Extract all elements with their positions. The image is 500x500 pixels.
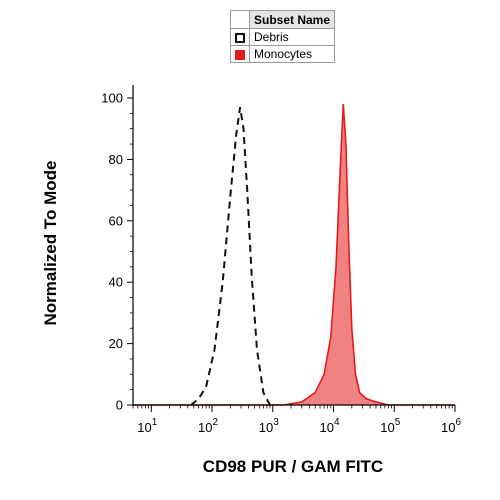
debris-swatch xyxy=(235,32,245,43)
y-tick-label: 40 xyxy=(109,275,123,290)
x-tick-exponent: 2 xyxy=(212,417,218,428)
y-tick-label: 60 xyxy=(109,213,123,228)
x-tick-base: 10 xyxy=(319,420,333,435)
x-tick-exponent: 4 xyxy=(334,417,340,428)
monocytes-swatch xyxy=(235,49,245,60)
x-tick-label: 106 xyxy=(441,417,461,435)
x-tick-base: 10 xyxy=(137,420,151,435)
series-layer xyxy=(133,104,455,406)
y-tick-label: 80 xyxy=(109,152,123,167)
x-axis-label: CD98 PUR / GAM FITC xyxy=(203,457,383,476)
x-tick-base: 10 xyxy=(441,420,455,435)
x-tick-base: 10 xyxy=(380,420,394,435)
x-tick-label: 101 xyxy=(137,417,157,435)
x-tick-exponent: 1 xyxy=(152,417,158,428)
y-tick-label: 0 xyxy=(116,398,123,413)
y-tick-label: 100 xyxy=(101,91,123,106)
legend-swatch-cell xyxy=(230,45,250,63)
legend: Subset Name Debris Monocytes xyxy=(230,10,336,63)
monocytes-area xyxy=(133,104,455,405)
legend-header: Subset Name xyxy=(248,10,336,29)
x-tick-exponent: 5 xyxy=(395,417,401,428)
x-tick-label: 105 xyxy=(380,417,400,435)
x-tick-label: 103 xyxy=(259,417,279,435)
y-axis-label: Normalized To Mode xyxy=(41,161,60,326)
monocytes-line xyxy=(133,104,455,406)
legend-header-row: Subset Name xyxy=(230,10,336,29)
x-tick-label: 102 xyxy=(198,417,218,435)
y-tick-label: 20 xyxy=(109,336,123,351)
x-tick-label: 104 xyxy=(319,417,339,435)
x-tick-exponent: 6 xyxy=(455,417,461,428)
legend-label-monocytes: Monocytes xyxy=(248,45,336,63)
debris-line xyxy=(190,107,271,406)
x-tick-exponent: 3 xyxy=(273,417,279,428)
x-tick-base: 10 xyxy=(198,420,212,435)
legend-item-monocytes: Monocytes xyxy=(230,45,336,63)
x-tick-base: 10 xyxy=(259,420,273,435)
